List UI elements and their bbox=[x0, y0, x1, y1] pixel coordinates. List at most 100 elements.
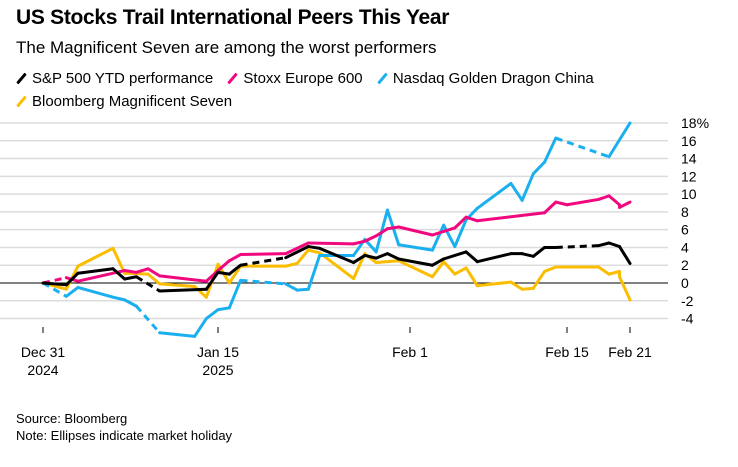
series-segment-stoxx-europe-600 bbox=[216, 259, 231, 273]
series-segment-bloomberg-magnificent-seven bbox=[509, 280, 524, 291]
series-segment-nasdaq-golden-dragon-china bbox=[430, 223, 446, 252]
legend-item-stoxx: Stoxx Europe 600 bbox=[227, 68, 363, 89]
series-segment-s-p-500-ytd-performance bbox=[397, 257, 434, 267]
series-segment-bloomberg-magnificent-seven bbox=[520, 286, 535, 291]
series-segment-s-p-500-ytd-performance bbox=[64, 271, 80, 287]
series-segment-nasdaq-golden-dragon-china bbox=[442, 223, 457, 249]
series-segment-bloomberg-magnificent-seven bbox=[227, 264, 243, 285]
series-segment-stoxx-europe-600 bbox=[607, 194, 621, 207]
series-segment-s-p-500-ytd-performance bbox=[442, 250, 468, 261]
series-segment-s-p-500-ytd-performance bbox=[216, 270, 231, 276]
x-tick-label-year: 2024 bbox=[27, 362, 58, 378]
series-segment-nasdaq-golden-dragon-china bbox=[216, 306, 231, 312]
series-segment-s-p-500-ytd-performance bbox=[464, 250, 479, 264]
series-segment-nasdaq-golden-dragon-china bbox=[193, 317, 208, 338]
series-segment-bloomberg-magnificent-seven bbox=[374, 259, 401, 265]
series-segment-nasdaq-golden-dragon-china bbox=[543, 136, 558, 164]
series-segment-stoxx-europe-600 bbox=[239, 252, 288, 257]
series-segment-nasdaq-golden-dragon-china bbox=[64, 285, 80, 298]
series-segment-stoxx-europe-600 bbox=[306, 241, 356, 246]
series-segment-nasdaq-golden-dragon-china bbox=[607, 121, 632, 159]
series-segment-stoxx-europe-600 bbox=[430, 229, 446, 237]
series-segment-stoxx-europe-600 bbox=[442, 226, 457, 233]
x-tick-label: Feb 1 bbox=[392, 344, 428, 360]
series-segment-s-p-500-ytd-performance bbox=[123, 275, 138, 281]
series-segment-nasdaq-golden-dragon-china bbox=[509, 181, 524, 202]
x-tick-label: Dec 31 bbox=[21, 344, 66, 360]
y-tick-label: 8 bbox=[681, 204, 689, 220]
series-segment-bloomberg-magnificent-seven bbox=[397, 259, 434, 279]
series-segment-nasdaq-golden-dragon-china bbox=[111, 295, 127, 302]
series-segment-s-p-500-ytd-performance bbox=[41, 281, 68, 287]
series-segment-bloomberg-magnificent-seven bbox=[146, 272, 162, 286]
series-segment-stoxx-europe-600 bbox=[618, 200, 632, 209]
series-segment-bloomberg-magnificent-seven bbox=[306, 248, 322, 255]
series-segment-nasdaq-golden-dragon-china bbox=[76, 285, 115, 299]
chart-title: US Stocks Trail International Peers This… bbox=[16, 6, 450, 29]
series-segment-bloomberg-magnificent-seven bbox=[453, 266, 468, 276]
series-segment-s-p-500-ytd-performance bbox=[520, 252, 535, 258]
series-segment-stoxx-europe-600 bbox=[352, 239, 367, 246]
series-segment-stoxx-europe-600 bbox=[374, 227, 389, 238]
series-segment-stoxx-europe-600 bbox=[123, 269, 138, 274]
series-segment-nasdaq-golden-dragon-china bbox=[284, 282, 299, 292]
series-segment-nasdaq-golden-dragon-china bbox=[158, 331, 197, 338]
series-segment-nasdaq-golden-dragon-china bbox=[453, 218, 468, 249]
legend-label: Bloomberg Magnificent Seven bbox=[32, 93, 233, 110]
series-segment-nasdaq-golden-dragon-china bbox=[135, 305, 161, 334]
series-segment-nasdaq-golden-dragon-china bbox=[227, 278, 243, 310]
series-segment-s-p-500-ytd-performance bbox=[597, 241, 611, 248]
series-segment-stoxx-europe-600 bbox=[363, 234, 378, 243]
series-segment-s-p-500-ytd-performance bbox=[284, 245, 310, 260]
series-segment-s-p-500-ytd-performance bbox=[240, 256, 287, 267]
series-segment-bloomberg-magnificent-seven bbox=[531, 269, 547, 290]
series-segment-nasdaq-golden-dragon-china bbox=[295, 287, 310, 292]
y-tick-label: 18% bbox=[681, 115, 709, 131]
series-segment-bloomberg-magnificent-seven bbox=[111, 246, 127, 275]
series-segment-bloomberg-magnificent-seven bbox=[430, 260, 446, 279]
series-segment-nasdaq-golden-dragon-china bbox=[123, 298, 138, 308]
series-segment-bloomberg-magnificent-seven bbox=[76, 246, 115, 268]
series-segment-bloomberg-magnificent-seven bbox=[618, 275, 632, 302]
series-segment-s-p-500-ytd-performance bbox=[618, 245, 632, 265]
series-segment-bloomberg-magnificent-seven bbox=[284, 261, 299, 268]
x-tick-label: Feb 21 bbox=[608, 344, 652, 360]
series-segment-bloomberg-magnificent-seven bbox=[475, 280, 513, 288]
y-tick-label: -4 bbox=[681, 311, 694, 327]
source-note: Source: Bloomberg bbox=[16, 411, 128, 426]
series-segment-stoxx-europe-600 bbox=[204, 269, 220, 283]
y-tick-label: 2 bbox=[681, 257, 689, 273]
series-segment-stoxx-europe-600 bbox=[146, 267, 162, 278]
series-segment-s-p-500-ytd-performance bbox=[430, 257, 446, 267]
series-segment-s-p-500-ytd-performance bbox=[111, 267, 127, 281]
series-segment-s-p-500-ytd-performance bbox=[607, 241, 621, 249]
legend-item-golden-dragon: Nasdaq Golden Dragon China bbox=[376, 68, 594, 89]
series-segment-bloomberg-magnificent-seven bbox=[464, 266, 479, 288]
series-segment-stoxx-europe-600 bbox=[158, 274, 208, 283]
series-segment-stoxx-europe-600 bbox=[475, 211, 547, 223]
series-segment-s-p-500-ytd-performance bbox=[76, 267, 115, 275]
series-segment-bloomberg-magnificent-seven bbox=[318, 251, 356, 281]
series-segment-nasdaq-golden-dragon-china bbox=[531, 160, 547, 176]
series-segment-stoxx-europe-600 bbox=[227, 253, 243, 263]
y-tick-label: 10 bbox=[681, 186, 697, 202]
series-segment-bloomberg-magnificent-seven bbox=[295, 248, 310, 265]
y-tick-label: 16 bbox=[681, 133, 697, 149]
series-segment-bloomberg-magnificent-seven bbox=[597, 265, 611, 276]
y-tick-label: -2 bbox=[681, 293, 694, 309]
series-segment-s-p-500-ytd-performance bbox=[352, 253, 367, 265]
series-segment-s-p-500-ytd-performance bbox=[475, 252, 513, 264]
series-segment-s-p-500-ytd-performance bbox=[135, 275, 161, 293]
legend-item-sp500: S&P 500 YTD performance bbox=[16, 68, 213, 89]
series-segment-s-p-500-ytd-performance bbox=[204, 270, 220, 291]
series-segment-stoxx-europe-600 bbox=[543, 200, 558, 215]
legend-label: S&P 500 YTD performance bbox=[32, 70, 214, 87]
y-tick-label: 6 bbox=[681, 222, 689, 238]
series-segment-nasdaq-golden-dragon-china bbox=[555, 136, 610, 159]
series-segment-s-p-500-ytd-performance bbox=[318, 246, 356, 265]
series-segment-nasdaq-golden-dragon-china bbox=[306, 253, 322, 291]
x-tick-label-year: 2025 bbox=[202, 362, 233, 378]
series-segment-nasdaq-golden-dragon-china bbox=[397, 243, 434, 252]
series-segment-stoxx-europe-600 bbox=[134, 267, 150, 274]
